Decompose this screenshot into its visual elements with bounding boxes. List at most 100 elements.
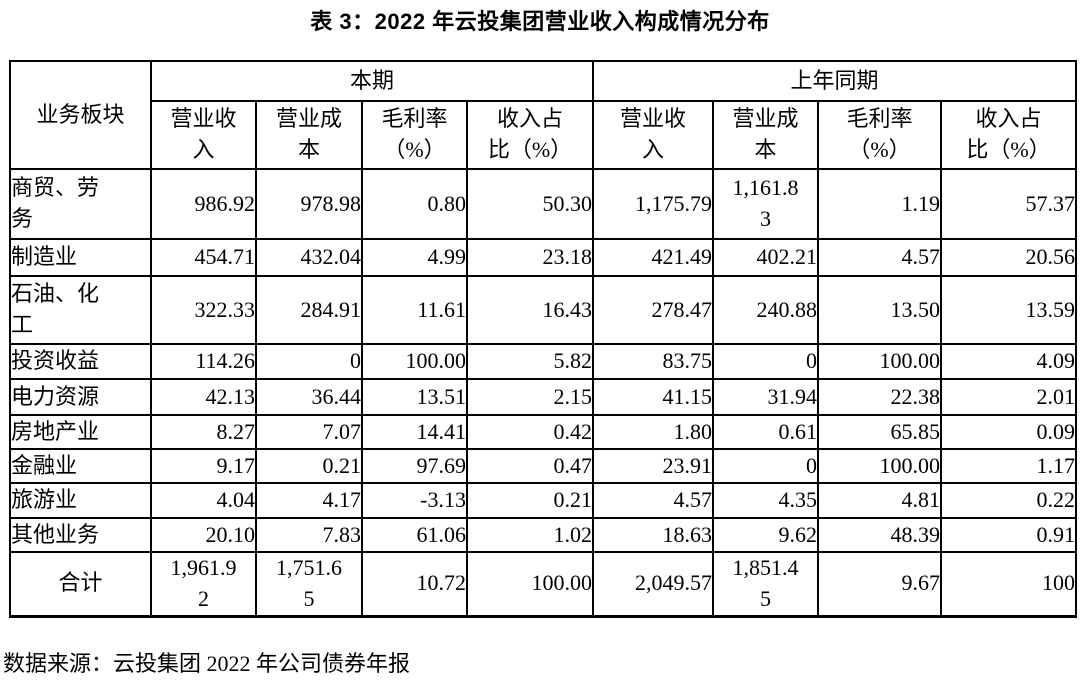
table-row: 其他业务 20.10 7.83 61.06 1.02 18.63 9.62 48… (9, 517, 1078, 553)
cell: 100 (940, 550, 1078, 618)
row-label: 金融业 (9, 448, 152, 484)
cell: 421.49 (592, 238, 715, 277)
cell: 36.44 (255, 378, 363, 416)
cell: 4.17 (255, 482, 363, 519)
cell: 11.61 (361, 275, 468, 345)
cell: 41.15 (592, 378, 715, 416)
cell: 8.27 (150, 414, 257, 450)
cell: 4.57 (592, 482, 715, 519)
cell: 4.81 (817, 482, 943, 519)
cell: 4.35 (712, 482, 820, 519)
cell: 1.02 (465, 517, 595, 553)
data-source-note: 数据来源：云投集团 2022 年公司债券年报 (3, 651, 411, 676)
cell: 7.83 (255, 517, 363, 553)
cell: 2.15 (465, 378, 595, 416)
metric-header-margin-prior: 毛利率 （%） (817, 100, 943, 170)
cell: 9.62 (712, 517, 820, 553)
row-label: 其他业务 (9, 517, 152, 553)
cell: 100.00 (817, 448, 943, 484)
cell: 1,851.4 5 (712, 550, 820, 618)
cell: 42.13 (150, 378, 257, 416)
corner-header-cell: 业务板块 (9, 60, 152, 170)
cell: 13.59 (940, 275, 1078, 345)
table-row: 房地产业 8.27 7.07 14.41 0.42 1.80 0.61 65.8… (9, 414, 1078, 450)
period-header-prior: 上年同期 (592, 60, 1078, 102)
row-label: 石油、化 工 (9, 275, 152, 345)
metric-header-revenue-current: 营业收 入 (150, 100, 257, 170)
cell: 16.43 (465, 275, 595, 345)
cell: 13.50 (817, 275, 943, 345)
cell: 22.38 (817, 378, 943, 416)
table-row: 旅游业 4.04 4.17 -3.13 0.21 4.57 4.35 4.81 … (9, 482, 1078, 519)
table-row: 商贸、劳 务 986.92 978.98 0.80 50.30 1,175.79… (9, 168, 1078, 240)
cell: 13.51 (361, 378, 468, 416)
cell: 402.21 (712, 238, 820, 277)
cell: -3.13 (361, 482, 468, 519)
cell: 114.26 (150, 343, 257, 380)
row-label: 旅游业 (9, 482, 152, 519)
cell: 4.09 (940, 343, 1078, 380)
cell: 1.17 (940, 448, 1078, 484)
cell: 4.04 (150, 482, 257, 519)
cell: 0.21 (465, 482, 595, 519)
cell: 278.47 (592, 275, 715, 345)
metric-header-share-prior: 收入占 比（%） (940, 100, 1078, 170)
cell: 322.33 (150, 275, 257, 345)
cell: 20.10 (150, 517, 257, 553)
cell: 97.69 (361, 448, 468, 484)
cell: 986.92 (150, 168, 257, 240)
header-row-metrics: 营业收 入 营业成 本 毛利率 （%） 收入占 比（%） 营业收 入 营业成 本… (10, 100, 1078, 170)
cell: 432.04 (255, 238, 363, 277)
cell: 61.06 (361, 517, 468, 553)
cell: 48.39 (817, 517, 943, 553)
cell: 23.91 (592, 448, 715, 484)
cell: 0.61 (712, 414, 820, 450)
period-header-current: 本期 (149, 60, 595, 102)
metric-header-cost-current: 营业成 本 (255, 100, 363, 170)
cell: 100.00 (817, 343, 943, 380)
cell: 2.01 (940, 378, 1078, 416)
cell: 0.80 (361, 168, 468, 240)
cell: 454.71 (150, 238, 257, 277)
cell: 9.17 (150, 448, 257, 484)
table-row: 石油、化 工 322.33 284.91 11.61 16.43 278.47 … (9, 275, 1078, 345)
table-row: 投资收益 114.26 0 100.00 5.82 83.75 0 100.00… (9, 343, 1078, 380)
total-label: 合计 (9, 550, 152, 618)
cell: 7.07 (255, 414, 363, 450)
cell: 100.00 (465, 550, 595, 618)
cell: 9.67 (817, 550, 943, 618)
cell: 0 (255, 343, 363, 380)
cell: 0 (712, 343, 820, 380)
cell: 0.21 (255, 448, 363, 484)
cell: 57.37 (940, 168, 1078, 240)
cell: 0.47 (465, 448, 595, 484)
cell: 1,751.6 5 (255, 550, 363, 618)
cell: 4.57 (817, 238, 943, 277)
cell: 31.94 (712, 378, 820, 416)
cell: 14.41 (361, 414, 468, 450)
table-row: 金融业 9.17 0.21 97.69 0.47 23.91 0 100.00 … (9, 448, 1078, 484)
metric-header-share-current: 收入占 比（%） (465, 100, 595, 170)
cell: 0.91 (940, 517, 1078, 553)
cell: 0.42 (465, 414, 595, 450)
metric-header-revenue-prior: 营业收 入 (592, 100, 715, 170)
cell: 65.85 (817, 414, 943, 450)
table-row: 制造业 454.71 432.04 4.99 23.18 421.49 402.… (9, 238, 1078, 277)
cell: 23.18 (465, 238, 595, 277)
cell: 0 (712, 448, 820, 484)
row-label: 投资收益 (9, 343, 152, 380)
cell: 0.22 (940, 482, 1078, 519)
revenue-composition-table: 业务板块 本期 上年同期 营业收 入 营业成 本 毛利率 （%） 收入占 比（%… (9, 60, 1078, 618)
page-title: 表 3：2022 年云投集团营业收入构成情况分布 (310, 9, 770, 34)
cell: 0.09 (940, 414, 1078, 450)
cell: 4.99 (361, 238, 468, 277)
cell: 1,161.8 3 (712, 168, 820, 240)
cell: 10.72 (361, 550, 468, 618)
metric-header-cost-prior: 营业成 本 (712, 100, 820, 170)
total-row: 合计 1,961.9 2 1,751.6 5 10.72 100.00 2,04… (9, 550, 1078, 618)
cell: 18.63 (592, 517, 715, 553)
cell: 284.91 (255, 275, 363, 345)
cell: 5.82 (465, 343, 595, 380)
table-row: 电力资源 42.13 36.44 13.51 2.15 41.15 31.94 … (9, 378, 1078, 416)
cell: 1,175.79 (592, 168, 715, 240)
